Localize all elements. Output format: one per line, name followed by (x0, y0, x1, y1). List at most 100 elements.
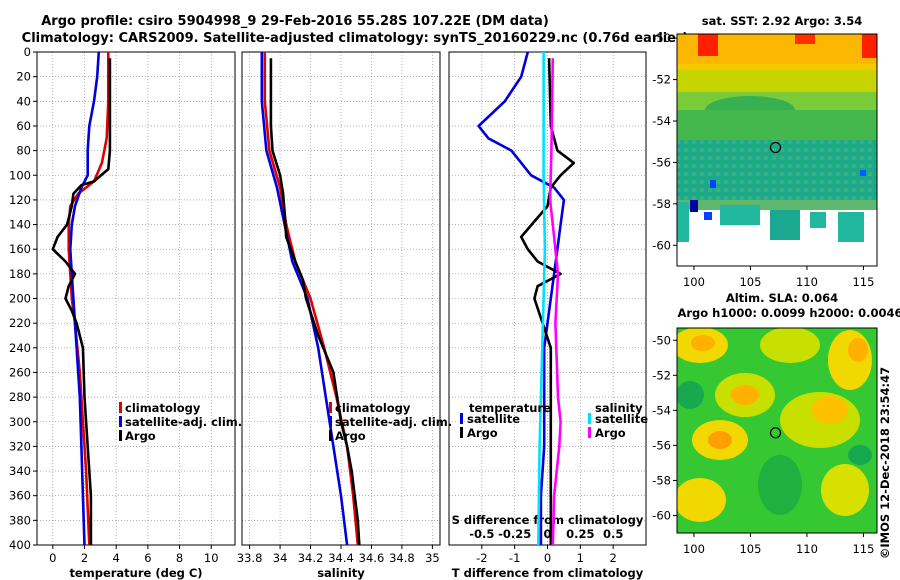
legend-swatch (119, 430, 122, 441)
x-tick-label: 1 (577, 551, 584, 565)
map-x-tick-label: 105 (739, 275, 761, 289)
legend-swatch (588, 427, 591, 438)
x-tick-label: 6 (144, 551, 151, 565)
map-y-tick-label: -50 (652, 333, 671, 347)
top-tick-label: 0 (543, 527, 551, 541)
map-y-tick-label: -60 (652, 238, 671, 252)
series-line-satellite-adj-clim- (260, 52, 349, 546)
sst-map-frame (676, 33, 878, 267)
x-tick-label: 34.4 (328, 551, 354, 565)
legend-swatch (460, 427, 463, 438)
map-y-tick-label: -58 (652, 473, 671, 487)
legend-label: Argo (335, 429, 366, 443)
y-tick-label: 280 (9, 390, 31, 404)
y-tick-label: 160 (9, 242, 31, 256)
altim-map-axes: 100 105 110 115 -50 -52 -54 -56 -58 -60 (652, 333, 874, 556)
x-tick-label: 34.8 (389, 551, 415, 565)
x-tick-label: 2 (610, 551, 617, 565)
top-tick-label: -0.5 (469, 527, 494, 541)
title-line-2: Climatology: CARS2009. Satellite-adjuste… (22, 31, 689, 46)
legend-title-temperature: temperature (469, 401, 551, 415)
altimetry-heatmap (677, 328, 877, 533)
map-x-tick-label: 115 (852, 542, 874, 556)
altim-map-title-1: Altim. SLA: 0.064 (726, 291, 838, 305)
y-tick-label: 200 (9, 292, 31, 306)
legend-label: satellite (467, 412, 520, 426)
x-tick-label: 2 (81, 551, 88, 565)
legend-label: Argo (125, 429, 156, 443)
x-tick-label: 34.2 (298, 551, 324, 565)
y-tick-label: 20 (16, 70, 31, 84)
map-y-tick-label: -56 (652, 155, 671, 169)
map-x-tick-label: 105 (739, 542, 761, 556)
x-tick-label: 4 (113, 551, 120, 565)
profile-panel-2: 33.8 34 34.2 34.4 34.6 34.8 35 salinity climatol… (237, 51, 452, 580)
legend-swatch (119, 416, 122, 427)
legend-label: Argo (595, 426, 626, 440)
y-tick-label: 300 (9, 415, 31, 429)
profile-panels: 0 2 4 6 8 10020406080100120140160180200220240… (9, 45, 648, 580)
map-x-tick-label: 115 (852, 275, 874, 289)
x-tick-label: 34 (273, 551, 288, 565)
x-axis-label: T difference from climatology (452, 566, 644, 580)
title-line-1: Argo profile: csiro 5904998_9 29-Feb-201… (41, 14, 549, 29)
y-tick-label: 400 (9, 538, 31, 552)
map-x-tick-label: 110 (796, 275, 818, 289)
legend-swatch (329, 430, 332, 441)
y-tick-label: 380 (9, 513, 31, 527)
x-tick-label: 0 (544, 551, 551, 565)
y-tick-label: 220 (9, 316, 31, 330)
y-tick-label: 100 (9, 168, 31, 182)
y-tick-label: 80 (16, 144, 31, 158)
x-tick-label: 10 (204, 551, 219, 565)
legend-title-salinity: salinity (595, 401, 643, 415)
x-axis-label: salinity (317, 566, 365, 580)
panel-frame (241, 51, 441, 546)
legend-label: Argo (467, 426, 498, 440)
x-tick-label: -1 (509, 551, 520, 565)
map-x-tick-label: 110 (796, 542, 818, 556)
profile-panel-3: -2 -1 0 1 2 -0.5 -0.25 0 0.25 0.5S difference fro… (448, 51, 648, 580)
y-tick-label: 60 (16, 119, 31, 133)
map-panels: sat. SST: 2.92 Argo: 3.54 (652, 14, 900, 556)
map-y-tick-label: -56 (652, 438, 671, 452)
legend-label: satellite (595, 412, 648, 426)
map-y-tick-label: -52 (652, 368, 671, 382)
series-line-salinity-argo (548, 58, 562, 546)
series-line-argo (51, 58, 112, 545)
legend-label: satellite-adj. clim. (125, 415, 242, 429)
x-tick-label: 34.6 (359, 551, 385, 565)
map-x-tick-label: 100 (683, 275, 705, 289)
sst-argo-marker (769, 141, 782, 154)
series-line-temperature-satellite (477, 51, 566, 545)
y-tick-label: 240 (9, 341, 31, 355)
map-y-tick-label: -54 (652, 403, 671, 417)
top-tick-label: 0.5 (603, 527, 623, 541)
legend-swatch (119, 402, 122, 413)
y-tick-label: 180 (9, 267, 31, 281)
x-tick-label: -2 (476, 551, 487, 565)
legend-swatch (329, 402, 332, 413)
y-tick-label: 140 (9, 218, 31, 232)
altim-argo-marker (769, 427, 782, 439)
sst-map-axes: 100 105 110 115 -50 -52 -54 -56 -58 -60 (652, 31, 874, 289)
map-y-tick-label: -58 (652, 197, 671, 211)
legend-label: climatology (335, 401, 411, 415)
sst-map-title: sat. SST: 2.92 Argo: 3.54 (702, 14, 862, 28)
panel-frame (448, 51, 647, 546)
x-tick-label: 33.8 (237, 551, 263, 565)
series-line-argo (269, 58, 361, 546)
x-axis-label: temperature (deg C) (69, 566, 202, 580)
legend-swatch (588, 413, 591, 424)
x-tick-label: 35 (425, 551, 440, 565)
legend-swatch (329, 416, 332, 427)
series-line-satellite-adj-clim- (69, 51, 101, 546)
top-axis-label: S difference from climatology (452, 513, 644, 527)
y-tick-label: 0 (24, 45, 31, 59)
series-line-temperature-argo (519, 58, 576, 545)
top-tick-label: 0.25 (566, 527, 594, 541)
legend-label: satellite-adj. clim. (335, 415, 452, 429)
map-y-tick-label: -50 (652, 31, 671, 45)
map-y-tick-label: -60 (652, 508, 671, 522)
